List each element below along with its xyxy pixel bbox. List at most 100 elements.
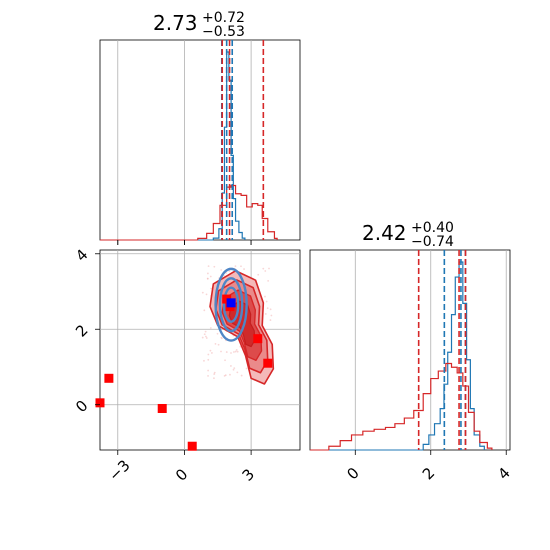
sample-dot (245, 367, 248, 370)
sample-dot (201, 336, 204, 339)
red-points (95, 294, 273, 451)
red-point (95, 398, 105, 408)
sample-dot (207, 358, 210, 361)
y-tick-label: 2 (72, 321, 91, 340)
histogram-panel-bottom-right: 0 2 4 2.42 +0.40 −0.74 (309, 220, 514, 483)
sample-dot (207, 369, 210, 372)
sample-dot (216, 332, 219, 335)
sample-dot (220, 337, 223, 340)
sample-dot (265, 300, 268, 303)
x-tick-label: 3 (239, 465, 258, 484)
sample-dot (205, 293, 208, 296)
sample-dot (205, 337, 208, 339)
sample-dot (235, 349, 238, 351)
sample-dot (230, 352, 232, 354)
red-point (157, 403, 167, 413)
sample-dot (232, 368, 235, 371)
sample-dot (214, 342, 217, 345)
sample-dot (213, 371, 216, 374)
title-value: 2.73 (153, 11, 198, 35)
sample-dot (206, 277, 209, 280)
sample-dot (230, 365, 232, 367)
grid (354, 250, 507, 450)
sample-dot (203, 309, 206, 312)
scatter-panel-bottom-left: −3 0 3 0 2 4 (72, 240, 301, 485)
sample-dot (234, 350, 237, 353)
sample-dot (203, 359, 205, 362)
sample-dot (209, 275, 212, 278)
sample-dot (206, 272, 209, 275)
quantile-lines (417, 250, 467, 450)
sample-dot (264, 270, 267, 272)
title-top-left-sub: −0.53 (202, 24, 245, 40)
sample-dot (217, 343, 220, 346)
blue-contour (218, 277, 244, 333)
red-point (187, 441, 197, 451)
sample-dot (257, 273, 260, 276)
histogram-panel-top-left: 2.73 +0.72 −0.53 (99, 10, 301, 245)
sample-dot (240, 374, 243, 377)
sample-dot (225, 351, 228, 353)
sample-dot (264, 313, 267, 315)
x-tick-label: 4 (494, 464, 513, 483)
sample-dot (233, 351, 235, 353)
red-point (104, 373, 114, 383)
sample-dot (236, 350, 239, 353)
histogram-fills (310, 261, 493, 451)
sample-dot (224, 374, 227, 377)
histogram-series (328, 362, 493, 450)
x-ticks: 0 2 4 (343, 450, 514, 483)
histogram-series (197, 184, 278, 240)
sample-dot (213, 377, 215, 380)
sample-dot (234, 265, 237, 268)
sample-dot (203, 333, 206, 336)
sample-dot (213, 373, 216, 375)
sample-dot (233, 367, 236, 369)
title-bottom-right-sub: −0.74 (411, 234, 454, 250)
x-tick-label: 2 (419, 464, 438, 483)
sample-dot (210, 352, 213, 354)
sample-dot (207, 375, 209, 377)
sample-dot (204, 330, 207, 333)
y-tick-label: 4 (72, 246, 91, 265)
red-point (263, 358, 273, 368)
blue-contour (222, 286, 240, 323)
sample-dot (225, 272, 228, 274)
sample-dot (201, 291, 204, 294)
sample-dot (209, 349, 212, 352)
sample-dot (269, 308, 272, 311)
sample-dot (205, 335, 207, 338)
sample-dot (220, 269, 223, 271)
sample-dot (207, 265, 210, 268)
sample-dot (268, 267, 270, 270)
sample-dot (270, 314, 273, 317)
sample-dot (264, 295, 266, 298)
title-bottom-right-sup: +0.40 (411, 220, 454, 236)
sample-dot (224, 359, 226, 362)
x-tick-label: −3 (105, 456, 133, 484)
sample-dot (207, 353, 210, 356)
sample-dot (210, 287, 213, 290)
sample-dot (220, 350, 222, 353)
red-contour (228, 300, 256, 348)
histogram-series (422, 261, 485, 450)
histogram-fills (100, 51, 278, 241)
sample-dot (243, 268, 245, 270)
title-top-left-sup: +0.72 (202, 10, 245, 26)
x-tick-label: 0 (172, 465, 191, 484)
sample-dot (229, 373, 231, 376)
x-tick-label: 0 (343, 464, 362, 483)
title-bottom-right: 2.42 (362, 221, 407, 245)
blue-contour (214, 267, 248, 342)
blue-point (226, 298, 236, 308)
sample-dot (228, 270, 231, 273)
sample-dot (209, 327, 212, 329)
sample-dot (213, 265, 216, 268)
sample-dot (240, 265, 242, 268)
y-tick-label: 0 (72, 397, 91, 416)
sample-dot (262, 267, 265, 270)
sample-dot (266, 307, 269, 310)
sample-dot (267, 279, 270, 282)
sample-dot (236, 371, 239, 374)
